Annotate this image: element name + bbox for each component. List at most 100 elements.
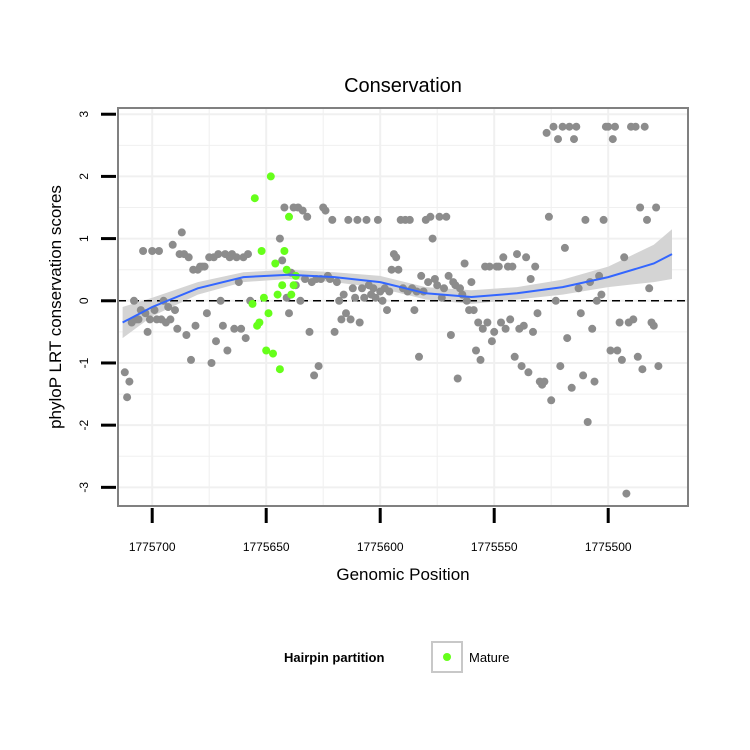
point [394,265,403,274]
x-tick-label: 1775550 [471,540,518,554]
point [440,284,448,293]
confidence-band [122,229,673,339]
point [310,371,319,380]
data-points [120,122,663,498]
point [551,296,560,305]
point [348,284,357,293]
point [453,374,462,383]
point [202,309,211,318]
mature-point [278,281,287,290]
point [460,259,469,268]
point [321,206,330,215]
point [177,228,186,237]
point [191,321,200,330]
point [622,489,631,498]
point [355,318,364,327]
point [576,309,585,318]
point [490,327,499,336]
point [223,346,232,355]
point [615,318,624,327]
point [130,296,138,305]
y-tick-label: 3 [77,111,91,118]
point [581,215,590,224]
point [430,275,439,283]
point [506,315,515,324]
point [558,122,567,131]
point [351,293,360,302]
point [230,324,239,333]
point [134,315,143,324]
point [330,327,339,336]
point [344,215,353,224]
point [207,359,216,367]
mature-point [275,365,284,374]
mature-point [280,247,289,255]
point [462,296,471,305]
point [298,206,307,215]
point [405,215,414,224]
y-axis-title: phyloP LRT conservation scores [46,185,65,429]
point [275,234,284,243]
point [588,324,597,333]
point [529,327,537,336]
point [572,122,581,131]
mature-point [257,247,266,255]
point [497,318,505,327]
point [542,128,551,137]
point [164,303,173,311]
point [519,321,528,330]
mature-point [248,299,257,308]
point [485,262,494,271]
point [314,362,323,371]
point [556,362,565,371]
mature-point [285,212,293,221]
point [392,253,401,262]
point [145,315,154,324]
point [608,135,617,144]
point [652,203,661,212]
point [629,315,638,324]
y-tick-label: -2 [77,420,91,431]
point [362,215,371,224]
y-tick-label: -3 [77,482,91,493]
point [303,212,312,221]
legend-label-mature: Mature [469,650,509,665]
point [508,262,517,271]
mature-point [289,281,298,290]
point [353,215,362,224]
point [241,334,250,343]
chart-title: Conservation [344,75,462,97]
x-tick-label: 1775650 [243,540,290,554]
point [200,262,209,271]
point [522,253,531,262]
point [526,275,535,283]
point [143,327,152,336]
point [501,324,510,333]
x-tick-label: 1775500 [585,540,632,554]
point [554,135,562,144]
point [613,346,622,355]
point [442,212,451,221]
plot-panel [118,108,688,506]
point [611,122,619,131]
point [574,284,583,293]
point [547,396,556,405]
point [184,253,193,262]
point [563,334,572,343]
x-axis: 1775700 1775650 1775600 1775550 1775500 [129,508,632,554]
point [187,355,195,364]
point [335,296,344,305]
point [415,352,423,361]
point [385,287,394,296]
point [540,377,549,386]
point [570,135,578,144]
point [373,215,382,224]
point [285,309,293,318]
legend-key-mature-point [443,653,451,661]
point [469,306,478,315]
mature-point [262,346,271,355]
point [218,321,227,330]
point [182,331,191,339]
point [640,122,649,131]
